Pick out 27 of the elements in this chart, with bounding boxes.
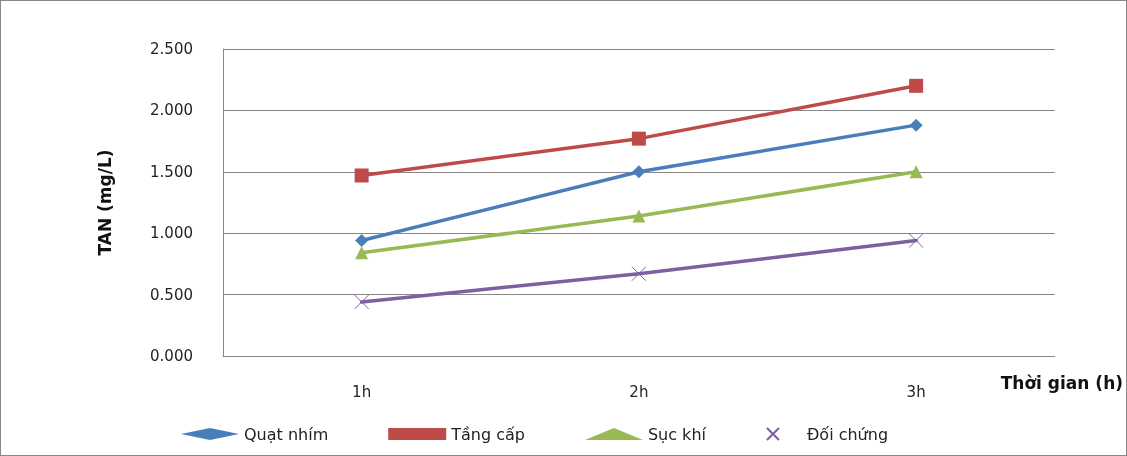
- point: [908, 233, 924, 249]
- legend-label: Sục khí: [647, 424, 707, 444]
- point: [631, 131, 646, 146]
- y-tick-label: 0.500: [150, 285, 193, 304]
- y-tick-label: 0.000: [150, 347, 193, 365]
- legend-label: Tầng cấp: [450, 424, 525, 444]
- point: [355, 246, 369, 260]
- y-axis-title: TAN (mg/L): [94, 149, 115, 256]
- legend-label: Quạt nhím: [244, 424, 329, 444]
- y-tick-label: 1.500: [150, 162, 193, 181]
- x-tick-label: 3h: [906, 382, 926, 401]
- point: [631, 266, 647, 282]
- x-tick-label: 2h: [629, 382, 649, 401]
- x-axis-title: Thời gian (h): [1000, 372, 1124, 393]
- y-tick-label: 2.000: [150, 101, 193, 120]
- point: [354, 294, 370, 310]
- point: [632, 165, 646, 179]
- point: [909, 165, 923, 179]
- point: [909, 78, 924, 93]
- point: [355, 234, 369, 248]
- y-tick-label: 1.000: [150, 224, 193, 243]
- x-tick-label: 1h: [352, 382, 372, 401]
- legend-label: Đối chứng: [806, 424, 889, 444]
- point: [354, 168, 369, 183]
- point: [909, 118, 923, 132]
- point: [632, 209, 646, 223]
- y-tick-label: 2.500: [150, 40, 193, 58]
